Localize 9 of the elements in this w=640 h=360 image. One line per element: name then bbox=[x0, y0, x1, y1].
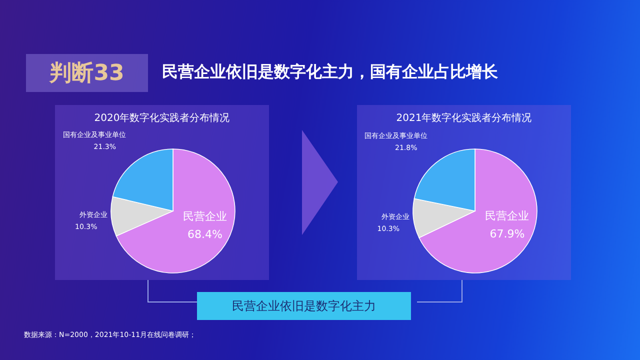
slice-label: 民营企业 bbox=[485, 210, 530, 223]
text: 民营企业依旧是数字化主力 bbox=[197, 292, 411, 320]
text: 民营企业依旧是数字化主力，国有企业占比增长 bbox=[162, 62, 498, 83]
data-label: 68.4% bbox=[187, 228, 222, 241]
text: 判断33 bbox=[26, 54, 148, 92]
chart-title: 2020年数字化实践者分布情况 bbox=[93, 112, 231, 125]
data-label: 67.9% bbox=[490, 228, 525, 241]
slice-label: 民营企业 bbox=[182, 210, 227, 223]
chart-title: 2021年数字化实践者分布情况 bbox=[395, 112, 533, 125]
